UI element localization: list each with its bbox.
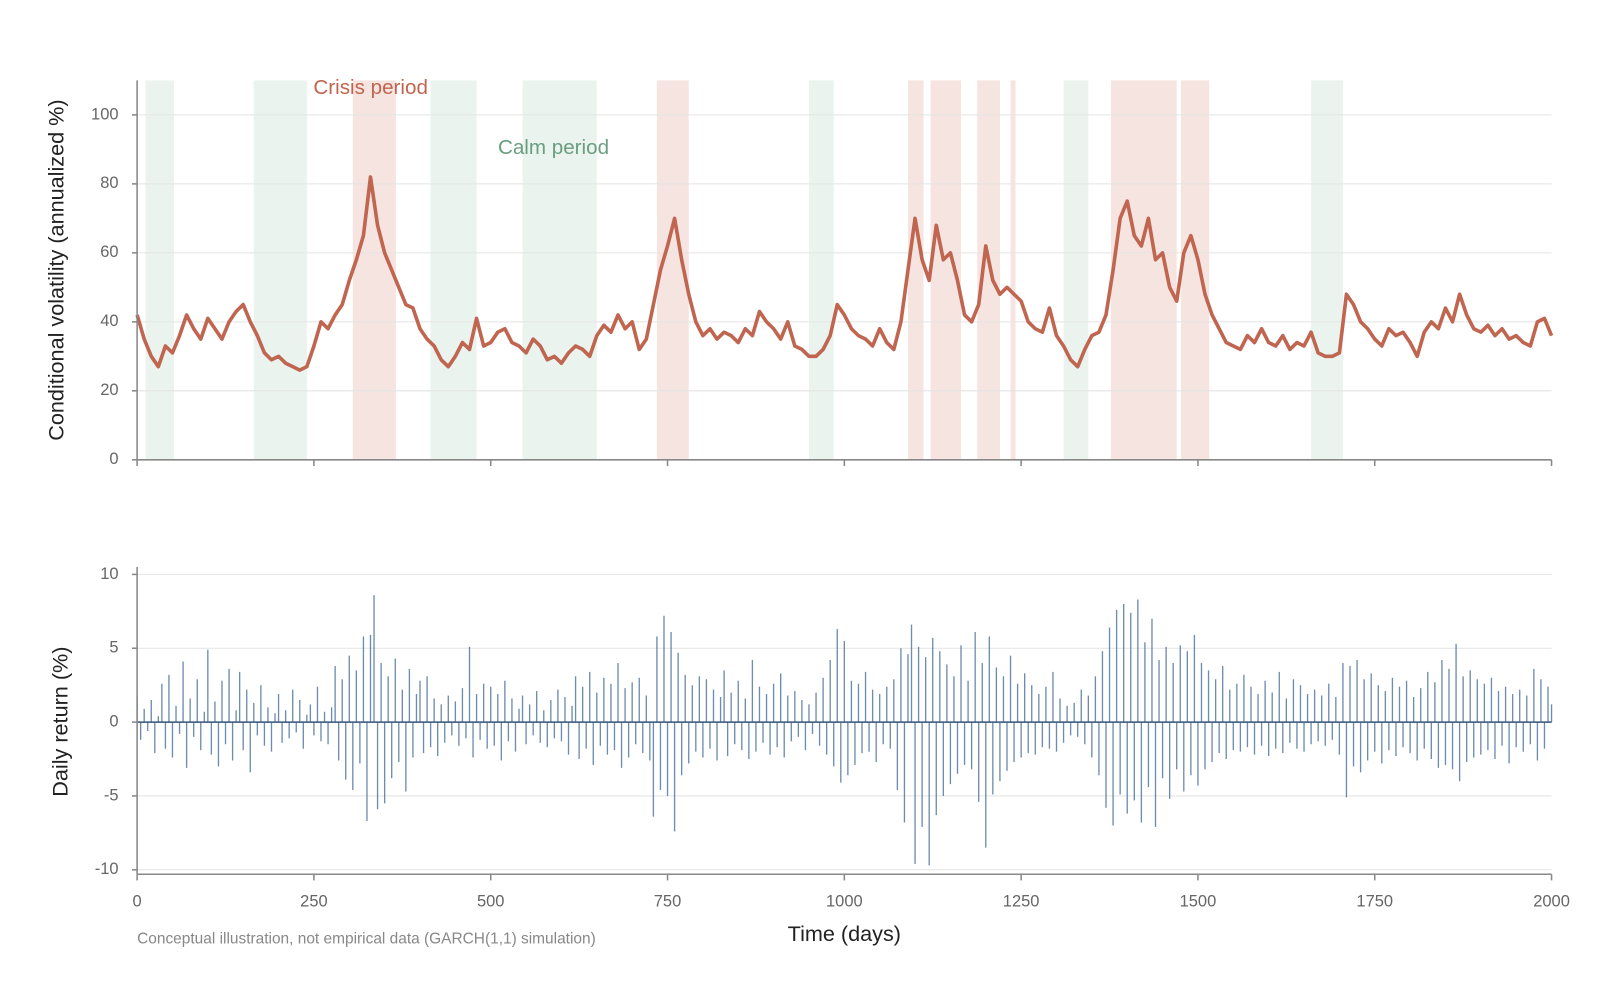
shaded-period bbox=[1010, 80, 1016, 460]
y-tick-label: -5 bbox=[104, 786, 119, 804]
y-axis-label: Conditional volatility (annualized %) bbox=[43, 99, 68, 440]
y-tick-label: 60 bbox=[100, 243, 118, 261]
shaded-period bbox=[808, 80, 834, 460]
shaded-period bbox=[145, 80, 174, 460]
x-tick-label: 1750 bbox=[1356, 892, 1393, 910]
y-tick-label: 40 bbox=[100, 312, 118, 330]
shaded-period bbox=[352, 80, 396, 460]
x-tick-label: 2000 bbox=[1533, 892, 1570, 910]
span-label: Calm period bbox=[498, 136, 609, 159]
x-tick-label: 1000 bbox=[826, 892, 863, 910]
y-axis-label: Daily return (%) bbox=[48, 647, 73, 797]
shaded-period bbox=[1063, 80, 1089, 460]
y-tick-label: 5 bbox=[109, 639, 118, 657]
volatility-line bbox=[135, 175, 1554, 372]
shaded-period bbox=[253, 80, 307, 460]
shaded-period bbox=[522, 80, 597, 460]
x-tick-label: 250 bbox=[300, 892, 328, 910]
y-tick-label: 20 bbox=[100, 381, 118, 399]
shaded-period bbox=[977, 80, 1000, 460]
y-tick-label: 80 bbox=[100, 174, 118, 192]
y-tick-label: 100 bbox=[91, 105, 119, 123]
y-tick-label: 0 bbox=[109, 450, 118, 468]
x-tick-label: 1250 bbox=[1003, 892, 1040, 910]
y-tick-label: 10 bbox=[100, 565, 118, 583]
y-tick-label: -10 bbox=[95, 860, 119, 878]
shaded-period bbox=[1311, 80, 1343, 460]
y-tick-label: 0 bbox=[109, 712, 118, 730]
x-tick-label: 1500 bbox=[1180, 892, 1217, 910]
x-tick-label: 0 bbox=[133, 892, 142, 910]
shaded-period bbox=[430, 80, 477, 460]
x-axis-label: Time (days) bbox=[788, 921, 901, 946]
x-tick-label: 500 bbox=[477, 892, 505, 910]
shaded-period bbox=[1180, 80, 1210, 460]
x-tick-label: 750 bbox=[654, 892, 682, 910]
shaded-period bbox=[907, 80, 924, 460]
footnote: Conceptual illustration, not empirical d… bbox=[137, 930, 596, 947]
span-label: Crisis period bbox=[313, 76, 428, 99]
